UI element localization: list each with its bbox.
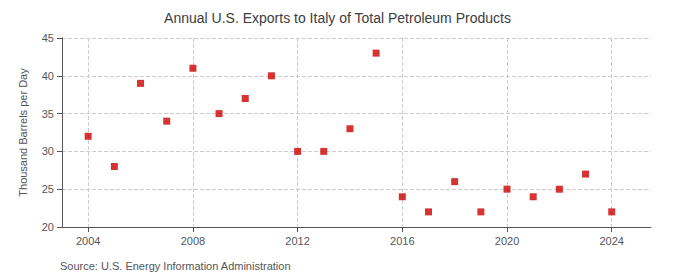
svg-text:2012: 2012 — [285, 235, 309, 247]
svg-text:2020: 2020 — [495, 235, 519, 247]
svg-text:Thousand Barrels per Day: Thousand Barrels per Day — [17, 68, 29, 197]
svg-text:2016: 2016 — [390, 235, 414, 247]
svg-text:30: 30 — [42, 145, 54, 157]
svg-text:Annual U.S. Exports to Italy o: Annual U.S. Exports to Italy of Total Pe… — [164, 10, 511, 26]
svg-text:2004: 2004 — [76, 235, 100, 247]
svg-text:2008: 2008 — [181, 235, 205, 247]
svg-text:Source: U.S. Energy Informatio: Source: U.S. Energy Information Administ… — [60, 260, 291, 272]
svg-text:45: 45 — [42, 32, 54, 44]
svg-text:20: 20 — [42, 221, 54, 233]
svg-text:35: 35 — [42, 108, 54, 120]
svg-text:25: 25 — [42, 183, 54, 195]
svg-text:40: 40 — [42, 70, 54, 82]
svg-text:2024: 2024 — [599, 235, 623, 247]
